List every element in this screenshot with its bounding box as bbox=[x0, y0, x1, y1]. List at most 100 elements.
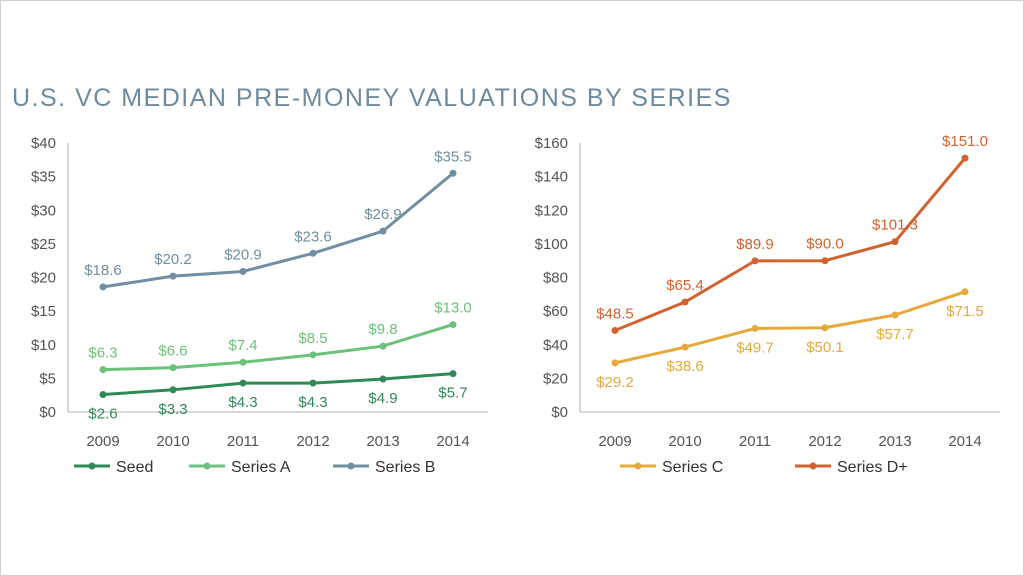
chart1-data-point bbox=[449, 321, 457, 329]
chart2-data-point bbox=[891, 238, 899, 246]
chart1-data-label: $5.7 bbox=[438, 385, 467, 402]
chart2-x-tick-label: 2014 bbox=[948, 433, 981, 450]
chart1-y-tick-label: $20 bbox=[31, 270, 56, 287]
chart2-data-label: $29.2 bbox=[596, 374, 634, 391]
chart1-data-label: $26.9 bbox=[364, 206, 402, 223]
chart2-y-tick-label: $20 bbox=[543, 370, 568, 387]
chart2-data-point bbox=[751, 257, 759, 265]
chart1-data-point bbox=[449, 370, 457, 378]
chart2-legend-marker bbox=[634, 462, 642, 470]
chart1-data-label: $20.2 bbox=[154, 251, 192, 268]
chart-title: U.S. VC MEDIAN PRE-MONEY VALUATIONS BY S… bbox=[12, 84, 732, 112]
chart2-x-tick-label: 2011 bbox=[739, 433, 771, 450]
chart2-data-label: $65.4 bbox=[666, 277, 704, 294]
chart2-data-label: $48.5 bbox=[596, 305, 634, 322]
chart2-y-tick-label: $140 bbox=[535, 169, 568, 186]
chart1-y-tick-label: $0 bbox=[39, 404, 56, 421]
chart2-series-line-series-c bbox=[614, 290, 966, 365]
chart1-y-tick-label: $35 bbox=[31, 169, 56, 186]
chart2-x-tick-label: 2009 bbox=[598, 433, 631, 450]
chart2-data-point bbox=[611, 326, 619, 334]
chart2-legend-label: Series D+ bbox=[837, 459, 908, 476]
chart2-data-label: $101.3 bbox=[872, 217, 918, 234]
chart1-x-tick-label: 2013 bbox=[366, 433, 399, 450]
chart2-data-label: $151.0 bbox=[942, 133, 988, 150]
chart2-data-label: $50.1 bbox=[806, 339, 844, 356]
chart1-data-point bbox=[169, 386, 177, 394]
chart1-data-point bbox=[239, 379, 247, 387]
chart2-y-tick-label: $80 bbox=[543, 270, 568, 287]
chart2-data-label: $38.6 bbox=[666, 358, 704, 375]
chart1-data-label: $4.3 bbox=[298, 394, 327, 411]
chart1-y-tick-label: $5 bbox=[39, 370, 56, 387]
chart1-data-point bbox=[449, 169, 457, 177]
chart1-data-point bbox=[99, 366, 107, 374]
chart1-legend-marker bbox=[347, 462, 355, 470]
chart1-x-tick-label: 2014 bbox=[436, 433, 469, 450]
chart2-data-point bbox=[891, 311, 899, 319]
chart2-data-point bbox=[681, 298, 689, 306]
chart2-data-label: $71.5 bbox=[946, 303, 984, 320]
chart1-x-tick-label: 2011 bbox=[227, 433, 259, 450]
chart2-y-tick-label: $40 bbox=[543, 337, 568, 354]
chart1-legend-label: Series B bbox=[375, 459, 435, 476]
chart1-data-label: $18.6 bbox=[84, 262, 122, 279]
chart1-series-line-series-a bbox=[102, 323, 454, 372]
chart1-data-label: $6.3 bbox=[88, 345, 117, 362]
chart2-data-label: $90.0 bbox=[806, 236, 844, 253]
chart1-data-label: $13.0 bbox=[434, 300, 472, 317]
chart2-data-point bbox=[751, 324, 759, 332]
chart2-data-label: $57.7 bbox=[876, 326, 914, 343]
chart2-data-point bbox=[611, 359, 619, 367]
chart2-data-label: $89.9 bbox=[736, 236, 774, 253]
chart2-series-line-series-d- bbox=[614, 157, 967, 332]
chart1-y-tick-label: $30 bbox=[31, 202, 56, 219]
chart2-x-tick-label: 2010 bbox=[668, 433, 701, 450]
chart1-data-label: $23.6 bbox=[294, 228, 332, 245]
chart1-x-tick-label: 2010 bbox=[156, 433, 189, 450]
chart1-data-label: $35.5 bbox=[434, 148, 472, 165]
chart1-y-tick-label: $40 bbox=[31, 135, 56, 152]
chart1-x-tick-label: 2012 bbox=[296, 433, 329, 450]
chart1-x-tick-label: 2009 bbox=[86, 433, 119, 450]
chart2-data-label: $49.7 bbox=[736, 339, 774, 356]
chart2-data-point bbox=[961, 288, 969, 296]
chart1-data-label: $8.5 bbox=[298, 330, 327, 347]
chart2-data-point bbox=[821, 257, 829, 265]
chart1-data-point bbox=[379, 342, 387, 350]
chart2-y-tick-label: $100 bbox=[535, 236, 568, 253]
chart1-legend-marker bbox=[88, 462, 96, 470]
chart1-data-point bbox=[99, 391, 107, 399]
chart2-x-tick-label: 2012 bbox=[808, 433, 841, 450]
chart2-y-tick-label: $60 bbox=[543, 303, 568, 320]
chart1-data-label: $3.3 bbox=[158, 401, 187, 418]
chart1-series-line-seed bbox=[102, 372, 454, 397]
chart2-x-tick-label: 2013 bbox=[878, 433, 911, 450]
chart2-y-tick-label: $120 bbox=[535, 202, 568, 219]
chart1-data-point bbox=[239, 267, 247, 275]
chart1-y-tick-label: $10 bbox=[31, 337, 56, 354]
chart1-y-tick-label: $25 bbox=[31, 236, 56, 253]
chart1-legend-label: Seed bbox=[116, 459, 153, 476]
chart2-data-point bbox=[821, 324, 829, 332]
chart1-data-point bbox=[169, 272, 177, 280]
chart1-data-point bbox=[169, 364, 177, 372]
chart1-legend-label: Series A bbox=[231, 459, 291, 476]
chart1-y-tick-label: $15 bbox=[31, 303, 56, 320]
chart1-legend-marker bbox=[203, 462, 211, 470]
chart2-data-point bbox=[681, 343, 689, 351]
chart1-data-point bbox=[309, 351, 317, 359]
chart1-data-label: $7.4 bbox=[228, 337, 257, 354]
chart2-y-tick-label: $0 bbox=[551, 404, 568, 421]
chart2-legend-marker bbox=[809, 462, 817, 470]
chart1-data-label: $4.3 bbox=[228, 394, 257, 411]
chart1-data-point bbox=[99, 283, 107, 291]
chart1-data-point bbox=[239, 358, 247, 366]
chart1-data-label: $4.9 bbox=[368, 390, 397, 407]
chart1-data-label: $9.8 bbox=[368, 321, 397, 338]
chart1-data-point bbox=[309, 249, 317, 257]
chart2-y-tick-label: $160 bbox=[535, 135, 568, 152]
chart1-data-label: $20.9 bbox=[224, 246, 262, 263]
chart1-data-point bbox=[309, 379, 317, 387]
